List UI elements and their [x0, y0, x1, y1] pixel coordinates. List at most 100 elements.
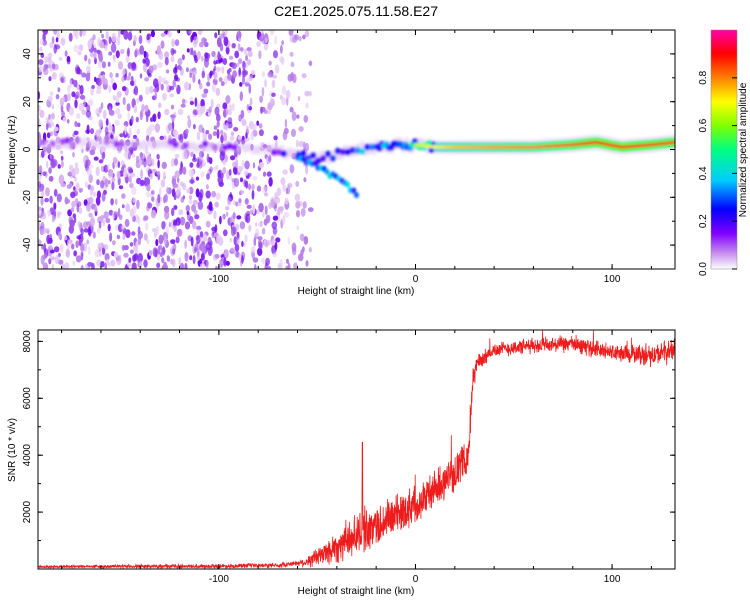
signal-band — [310, 152, 317, 159]
y-tick-label: 2000 — [22, 501, 33, 524]
noise-dot — [49, 91, 54, 96]
noise-dot — [289, 164, 295, 174]
noise-dot — [236, 62, 240, 67]
noise-dot — [155, 225, 160, 235]
noise-dot — [76, 113, 81, 120]
noise-dot — [112, 240, 116, 246]
noise-dot — [271, 79, 276, 89]
noise-dot — [241, 240, 244, 247]
noise-dot — [258, 123, 263, 129]
noise-dot — [267, 265, 271, 269]
signal-band — [334, 147, 341, 155]
noise-dot — [112, 156, 118, 164]
noise-dot — [117, 223, 123, 233]
noise-dot — [51, 36, 55, 45]
noise-dot — [246, 47, 252, 52]
colorbar-tick-label: 0.8 — [698, 70, 709, 84]
noise-dot — [308, 207, 314, 213]
branch-band — [300, 156, 306, 163]
noise-dot — [117, 30, 121, 38]
noise-dot — [123, 121, 129, 127]
noise-dot — [141, 104, 145, 112]
noise-dot — [237, 238, 241, 244]
noise-dot — [51, 104, 54, 110]
noise-dot — [84, 54, 88, 62]
noise-dot — [73, 250, 77, 257]
noise-dot — [262, 211, 265, 218]
noise-dot — [66, 55, 71, 63]
noise-dot — [280, 179, 286, 184]
noise-dot — [196, 162, 200, 168]
branch-band — [354, 192, 359, 198]
noise-dot — [172, 79, 176, 88]
noise-dot — [209, 70, 214, 76]
noise-dot — [292, 247, 297, 256]
noise-dot — [144, 77, 150, 82]
noise-dot — [228, 55, 234, 60]
noise-dot — [295, 210, 301, 218]
noise-dot — [157, 111, 161, 120]
noise-dot — [240, 47, 244, 52]
noise-dot — [196, 247, 200, 258]
noise-dot — [184, 221, 191, 230]
noise-dot — [143, 50, 147, 58]
signal-band — [182, 142, 189, 149]
noise-dot — [219, 215, 222, 225]
noise-dot — [128, 72, 131, 77]
noise-dot — [262, 171, 267, 177]
noise-dot — [265, 214, 271, 224]
noise-dot — [46, 132, 51, 139]
noise-dot — [305, 260, 309, 267]
noise-dot — [290, 72, 295, 81]
noise-dot — [268, 177, 273, 187]
noise-dot — [304, 30, 310, 38]
noise-dot — [88, 228, 92, 237]
x-tick-label: -100 — [209, 274, 229, 285]
noise-dot — [112, 54, 116, 60]
signal-band — [359, 148, 366, 155]
noise-dot — [113, 211, 119, 219]
noise-dot — [173, 225, 177, 232]
noise-dot — [86, 239, 90, 245]
noise-dot — [131, 62, 136, 69]
noise-dot — [174, 170, 181, 178]
noise-dot — [182, 195, 186, 200]
noise-dot — [246, 104, 250, 111]
noise-dot — [108, 36, 112, 45]
colorbar-tick-label: 0.2 — [698, 214, 709, 228]
signal-band — [320, 155, 327, 162]
noise-dot — [150, 190, 155, 195]
noise-dot — [38, 59, 44, 66]
noise-dot — [128, 127, 132, 138]
noise-dot — [107, 223, 111, 232]
noise-dot — [187, 115, 191, 120]
noise-dot — [88, 58, 91, 65]
noise-dot — [195, 176, 200, 181]
noise-dot — [245, 55, 248, 62]
signal-band — [211, 144, 218, 151]
noise-dot — [208, 201, 213, 212]
noise-dot — [101, 153, 105, 162]
noise-dot — [204, 58, 209, 68]
noise-dot — [298, 36, 302, 42]
noise-dot — [146, 239, 150, 244]
noise-dot — [230, 155, 236, 161]
noise-dot — [253, 237, 257, 247]
noise-dot — [49, 41, 54, 49]
noise-dot — [64, 236, 68, 241]
noise-dot — [114, 119, 120, 126]
noise-dot — [53, 202, 57, 211]
noise-dot — [111, 181, 115, 191]
noise-dot — [215, 59, 220, 64]
noise-dot — [184, 262, 188, 269]
noise-dot — [165, 226, 169, 235]
noise-dot — [284, 118, 288, 128]
noise-dot — [48, 167, 52, 174]
noise-dot — [185, 204, 190, 212]
noise-dot — [121, 75, 125, 83]
noise-dot — [282, 184, 287, 192]
noise-dot — [181, 98, 186, 105]
noise-dot — [75, 182, 79, 189]
noise-dot — [220, 260, 224, 268]
noise-dot — [162, 246, 166, 256]
